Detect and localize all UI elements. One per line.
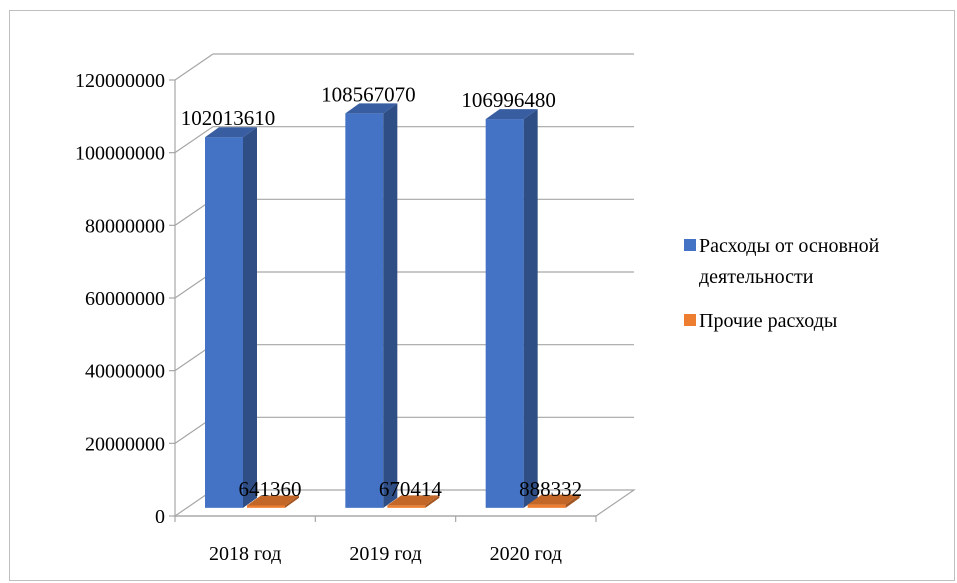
data-label: 106996480 (461, 88, 556, 112)
data-label: 888332 (519, 477, 582, 501)
bar-front (387, 505, 426, 508)
bar-top (387, 495, 440, 506)
gridlines (174, 53, 634, 444)
bar (345, 103, 398, 508)
y-tick-label: 0 (155, 506, 165, 528)
bar-front (527, 504, 566, 508)
bars (205, 103, 580, 508)
bar-top (247, 495, 299, 506)
bar-top (527, 494, 580, 505)
legend-item: Расходы от основной деятельности (684, 235, 880, 288)
y-tick-label: 100000000 (75, 143, 165, 165)
x-tick-label: 2020 год (490, 543, 562, 565)
bar (527, 494, 580, 508)
bar-front (345, 113, 384, 508)
y-axis-ticks: 0 20000000 40000000 60000000 80000000 1000000… (75, 70, 175, 528)
bar-front (247, 505, 285, 508)
bar-side (425, 495, 440, 508)
legend-label: Расходы от основной деятельности (699, 235, 880, 288)
legend-item: Прочие расходы (684, 310, 837, 332)
x-tick-label: 2018 год (209, 543, 281, 565)
y-tick-label: 80000000 (85, 215, 165, 237)
y-tick-label: 40000000 (85, 361, 165, 383)
bar-top (345, 103, 398, 114)
y-tick-label: 20000000 (85, 433, 165, 455)
x-tick-label: 2019 год (349, 543, 421, 565)
x-axis-ticks: 2018 год 2019 год 2020 год (174, 516, 597, 565)
y-tick-label: 120000000 (75, 70, 165, 92)
bar-side (523, 109, 538, 508)
bar (387, 495, 440, 508)
y-tick-label: 60000000 (85, 288, 165, 310)
bar (205, 127, 257, 508)
data-label: 641360 (239, 477, 302, 501)
gridline-depth (174, 126, 214, 154)
data-label: 102013610 (181, 106, 276, 130)
legend: Расходы от основной деятельности Прочие ра… (684, 235, 880, 332)
legend-swatch (684, 239, 696, 251)
bar (247, 495, 299, 508)
bar-side (383, 103, 398, 508)
chart-frame (9, 10, 955, 581)
bar-side (565, 494, 580, 508)
gridline-depth (174, 53, 214, 81)
bar-side (285, 495, 299, 508)
legend-label: Прочие расходы (699, 310, 837, 332)
bar-front (485, 119, 524, 508)
data-labels: 102013610 641360 108567070 670414 106996480 8… (181, 82, 582, 501)
legend-swatch (684, 314, 696, 326)
bar (485, 109, 538, 508)
data-label: 108567070 (321, 82, 416, 106)
bar-front (205, 137, 243, 508)
bar-side (243, 127, 257, 508)
data-label: 670414 (379, 477, 443, 501)
bar-top (205, 127, 257, 138)
bar-top (485, 109, 538, 120)
